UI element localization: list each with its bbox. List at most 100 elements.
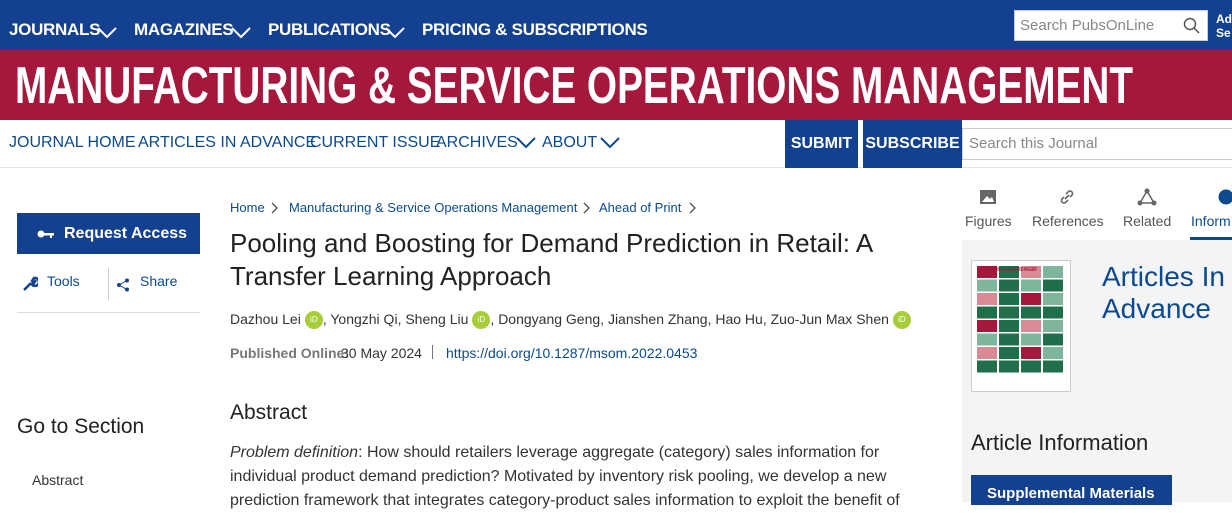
figures-icon — [979, 189, 997, 205]
related-icon — [1137, 188, 1157, 206]
tab[interactable]: Related — [1123, 213, 1171, 229]
info-icon — [1218, 189, 1232, 205]
chevron-icon — [515, 136, 537, 150]
author-separator: , — [398, 311, 402, 327]
cover-tile — [999, 320, 1019, 332]
author-name[interactable]: Jianshen Zhang — [608, 311, 708, 327]
nav-item[interactable]: MAGAZINES — [134, 20, 233, 40]
cover-tile — [977, 280, 997, 292]
cover-title: MANUFACTURING & SERVICE OPERATIONS MANAG… — [985, 267, 1037, 273]
author-separator: , — [490, 311, 494, 327]
chevron-icon — [384, 26, 406, 40]
submit-button[interactable]: SUBMIT — [785, 120, 858, 168]
article-title: Pooling and Boosting for Demand Predicti… — [230, 227, 950, 293]
cover-tile — [1021, 334, 1041, 346]
cover-tile — [1043, 347, 1063, 359]
subscribe-button[interactable]: SUBSCRIBE — [863, 120, 962, 168]
published-date: 30 May 2024 — [341, 345, 422, 361]
chevron-icon — [96, 26, 118, 40]
divider — [432, 345, 433, 359]
cover-tile — [1021, 347, 1041, 359]
article-information-heading: Article Information — [971, 430, 1148, 456]
share-icon — [116, 278, 130, 292]
supplemental-button[interactable]: Supplemental Materials — [971, 475, 1172, 505]
author-name[interactable]: Hao Hu — [715, 311, 762, 327]
journal-nav-item[interactable]: ABOUT — [542, 134, 597, 152]
button-label: Request Access — [64, 225, 187, 243]
divider — [17, 312, 200, 313]
author-name[interactable]: Dazhou Lei — [230, 311, 301, 327]
cover-tile — [1021, 293, 1041, 305]
key-icon — [37, 228, 55, 240]
journal-nav-item[interactable]: JOURNAL HOME — [9, 134, 136, 152]
author-separator: , — [763, 311, 767, 327]
top-navigation: JOURNALS MAGAZINES PUBLICATIONS PRICING … — [0, 0, 1232, 50]
author-name[interactable]: Sheng Liu — [405, 311, 468, 327]
cover-tile — [1021, 280, 1041, 292]
breadcrumb-link[interactable]: Ahead of Print — [599, 200, 681, 215]
tab[interactable]: Figures — [965, 213, 1012, 229]
search-icon — [1183, 17, 1201, 35]
journal-banner: MANUFACTURING & SERVICE OPERATIONS MANAG… — [0, 50, 1232, 120]
cover-tile — [977, 293, 997, 305]
advanced-search-link[interactable]: Ad — [1216, 12, 1232, 26]
share-link[interactable]: Share — [140, 273, 177, 289]
author-separator: , — [708, 311, 712, 327]
journal-navigation: JOURNAL HOME ARTICLES IN ADVANCE CURRENT… — [0, 120, 1232, 168]
tools-link[interactable]: Tools — [47, 273, 80, 289]
tab[interactable]: Inform — [1191, 213, 1231, 229]
breadcrumb-link[interactable]: Manufacturing & Service Operations Manag… — [289, 200, 577, 215]
cover-tile — [999, 293, 1019, 305]
request-access-button[interactable]: Request Access — [17, 213, 200, 254]
breadcrumb-link[interactable]: Home — [230, 200, 265, 215]
divider — [108, 268, 109, 300]
doi-link[interactable]: https://doi.org/10.1287/msom.2022.0453 — [446, 345, 697, 361]
author-name[interactable]: Dongyang Geng — [498, 311, 600, 327]
nav-item[interactable]: PUBLICATIONS — [268, 20, 391, 40]
orcid-badge[interactable]: iD — [472, 311, 490, 329]
cover-tile — [1021, 320, 1041, 332]
active-tab-underline — [1190, 237, 1232, 240]
nav-item[interactable]: PRICING & SUBSCRIPTIONS — [422, 20, 647, 40]
search-box[interactable]: Search PubsOnLine — [1014, 10, 1208, 41]
cover-tile — [1043, 293, 1063, 305]
abstract-label: Problem definition — [230, 444, 358, 461]
author-separator: , — [600, 311, 604, 327]
articles-in-advance-link[interactable]: Articles In Advance — [1102, 261, 1232, 325]
journal-nav-item[interactable]: ARTICLES IN ADVANCE — [138, 134, 316, 152]
cover-tile — [1043, 266, 1063, 278]
tab[interactable]: References — [1032, 213, 1104, 229]
published-label: Published Online: — [230, 345, 349, 361]
orcid-badge[interactable]: iD — [893, 311, 911, 329]
breadcrumb-chevron — [583, 202, 591, 214]
author-name[interactable]: Yongzhi Qi — [330, 311, 397, 327]
cover-tile — [1043, 334, 1063, 346]
go-to-section-heading: Go to Section — [17, 415, 144, 439]
journal-search[interactable]: Search this Journal — [962, 128, 1232, 160]
journal-nav-item[interactable]: ARCHIVES — [436, 134, 518, 152]
chevron-icon — [230, 26, 252, 40]
cover-tile — [977, 334, 997, 346]
cover-tile — [977, 320, 997, 332]
search-placeholder: Search this Journal — [969, 135, 1097, 152]
cover-tile — [977, 307, 997, 319]
cover-tile — [999, 361, 1019, 373]
nav-item[interactable]: JOURNALS — [9, 20, 100, 40]
orcid-badge[interactable]: iD — [305, 311, 323, 329]
cover-tile — [977, 347, 997, 359]
cover-tile — [977, 361, 997, 373]
cover-tile — [1043, 307, 1063, 319]
abstract-paragraph: Problem definition: How should retailers… — [230, 441, 930, 513]
cover-tile — [999, 334, 1019, 346]
abstract-heading: Abstract — [230, 401, 307, 425]
chevron-icon — [599, 136, 621, 150]
author-name[interactable]: Zuo-Jun Max Shen — [771, 311, 889, 327]
author-separator: , — [323, 311, 327, 327]
advanced-search-link[interactable]: Se — [1216, 26, 1231, 40]
cover-tile — [1043, 361, 1063, 373]
breadcrumb-chevron — [689, 202, 697, 214]
journal-nav-item[interactable]: CURRENT ISSUE — [310, 134, 440, 152]
section-link[interactable]: Abstract — [32, 472, 83, 488]
breadcrumb-chevron — [271, 202, 279, 214]
banner-svg: MANUFACTURING & SERVICE OPERATIONS MANAG… — [0, 50, 1232, 120]
